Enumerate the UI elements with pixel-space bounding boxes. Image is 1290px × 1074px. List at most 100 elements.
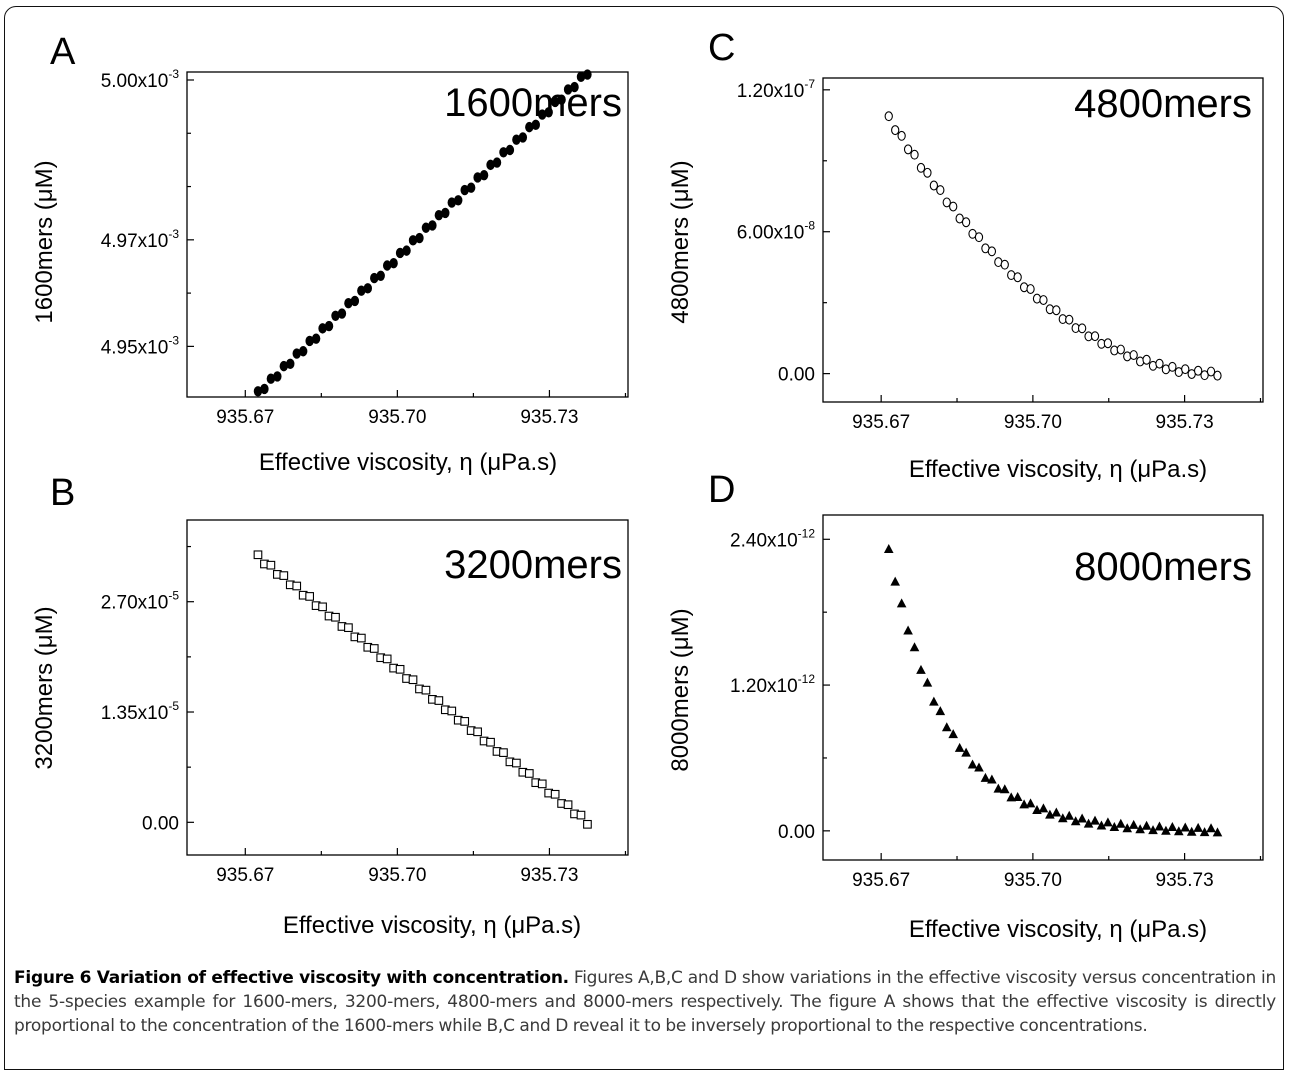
data-point — [1128, 819, 1139, 829]
data-point — [434, 209, 444, 221]
data-point — [884, 111, 893, 122]
data-point — [896, 598, 907, 608]
data-point — [447, 197, 456, 208]
panel-D: 935.67 935.70 935.73 0.00 1.20x10-12 2.40x10-… — [667, 469, 1264, 943]
data-point — [266, 560, 276, 570]
data-point — [1186, 826, 1197, 836]
caption-text: Figures A,B,C and D show variations in t… — [14, 968, 1276, 1036]
data-point — [492, 157, 502, 168]
data-point — [961, 747, 971, 757]
x-axis-label: Effective viscosity, η (μPa.s) — [259, 449, 557, 476]
x-tick-label: 935.67 — [216, 865, 274, 886]
x-tick-label: 935.70 — [1004, 870, 1062, 891]
data-point — [370, 272, 379, 284]
data-point — [897, 130, 906, 141]
data-point — [350, 295, 360, 307]
data-point — [363, 283, 372, 294]
data-point — [473, 727, 482, 737]
panel-label: D — [708, 469, 735, 511]
data-point — [382, 654, 392, 664]
data-point — [1096, 820, 1107, 830]
data-point — [273, 371, 282, 382]
data-point — [1213, 370, 1222, 381]
y-tick-label: 1.20x10-7 — [737, 77, 816, 102]
plot-frame — [186, 519, 629, 856]
figure-frame — [4, 6, 1284, 1070]
data-point — [883, 543, 894, 553]
y-axis-label: 1600mers (μM) — [31, 160, 58, 323]
data-point — [260, 383, 269, 395]
series-annotation: 3200mers — [444, 543, 622, 587]
data-point — [1103, 338, 1113, 349]
data-point — [1083, 818, 1094, 828]
data-point — [415, 232, 424, 244]
data-point — [1122, 823, 1133, 833]
data-point — [537, 779, 547, 789]
data-point — [447, 706, 457, 716]
data-point — [357, 285, 366, 296]
data-point — [382, 260, 392, 271]
data-point — [1135, 824, 1145, 834]
data-point — [563, 800, 573, 810]
data-point — [1090, 331, 1100, 342]
data-point — [583, 69, 592, 80]
data-point — [1180, 822, 1191, 832]
x-tick-label: 935.73 — [1156, 412, 1214, 433]
panel-label: B — [50, 472, 75, 514]
data-point — [922, 677, 933, 687]
data-point — [967, 759, 978, 769]
data-point — [356, 633, 366, 643]
data-point — [961, 217, 971, 228]
data-point — [324, 320, 334, 332]
data-point — [909, 642, 920, 652]
data-point — [344, 298, 353, 309]
plot-frame — [822, 77, 1264, 403]
data-point — [955, 213, 964, 224]
series-annotation: 4800mers — [1074, 82, 1252, 126]
data-point — [903, 625, 913, 635]
data-point — [544, 107, 553, 118]
data-point — [298, 346, 308, 357]
data-point — [1148, 825, 1158, 835]
data-point — [479, 169, 489, 181]
data-point — [1116, 344, 1125, 355]
data-point — [473, 172, 482, 183]
data-point — [1154, 821, 1165, 831]
y-axis-label: 4800mers (μM) — [667, 160, 694, 323]
y-tick-label: 0.00 — [778, 822, 815, 843]
data-point — [1206, 823, 1216, 833]
data-point — [344, 623, 353, 633]
figure-caption: Figure 6 Variation of effective viscosit… — [14, 966, 1276, 1038]
data-point — [550, 789, 560, 799]
x-axis-label: Effective viscosity, η (μPa.s) — [909, 456, 1207, 483]
data-point — [942, 197, 951, 208]
data-point — [974, 232, 984, 243]
data-point — [910, 149, 919, 160]
data-point — [576, 810, 586, 820]
data-point — [460, 184, 469, 196]
data-point — [454, 195, 463, 206]
data-point — [1129, 350, 1138, 360]
figure-charts: 935.67 935.70 935.73 4.95x10-3 4.97x10-3 5.00… — [31, 27, 1264, 943]
x-tick-label: 935.67 — [852, 412, 910, 433]
series-annotation: 1600mers — [444, 81, 622, 125]
data-point — [486, 159, 495, 171]
caption-title: Figure 6 Variation of effective viscosit… — [14, 968, 569, 988]
data-point — [1000, 259, 1009, 270]
data-point — [987, 246, 997, 257]
data-point — [557, 94, 566, 105]
plot-frame — [186, 71, 629, 398]
data-point — [1070, 816, 1081, 826]
x-tick-label: 935.67 — [852, 870, 910, 891]
data-point — [999, 784, 1010, 794]
data-point — [1174, 826, 1184, 836]
data-point — [891, 125, 900, 136]
y-tick-label: 1.20x10-12 — [730, 672, 815, 697]
x-axis-label: Effective viscosity, η (μPa.s) — [909, 916, 1207, 943]
data-point — [1200, 370, 1209, 381]
data-point — [980, 772, 991, 782]
data-point — [1006, 792, 1017, 802]
data-point — [583, 819, 592, 829]
data-point — [550, 96, 560, 108]
y-tick-label: 2.70x10-5 — [101, 589, 180, 614]
